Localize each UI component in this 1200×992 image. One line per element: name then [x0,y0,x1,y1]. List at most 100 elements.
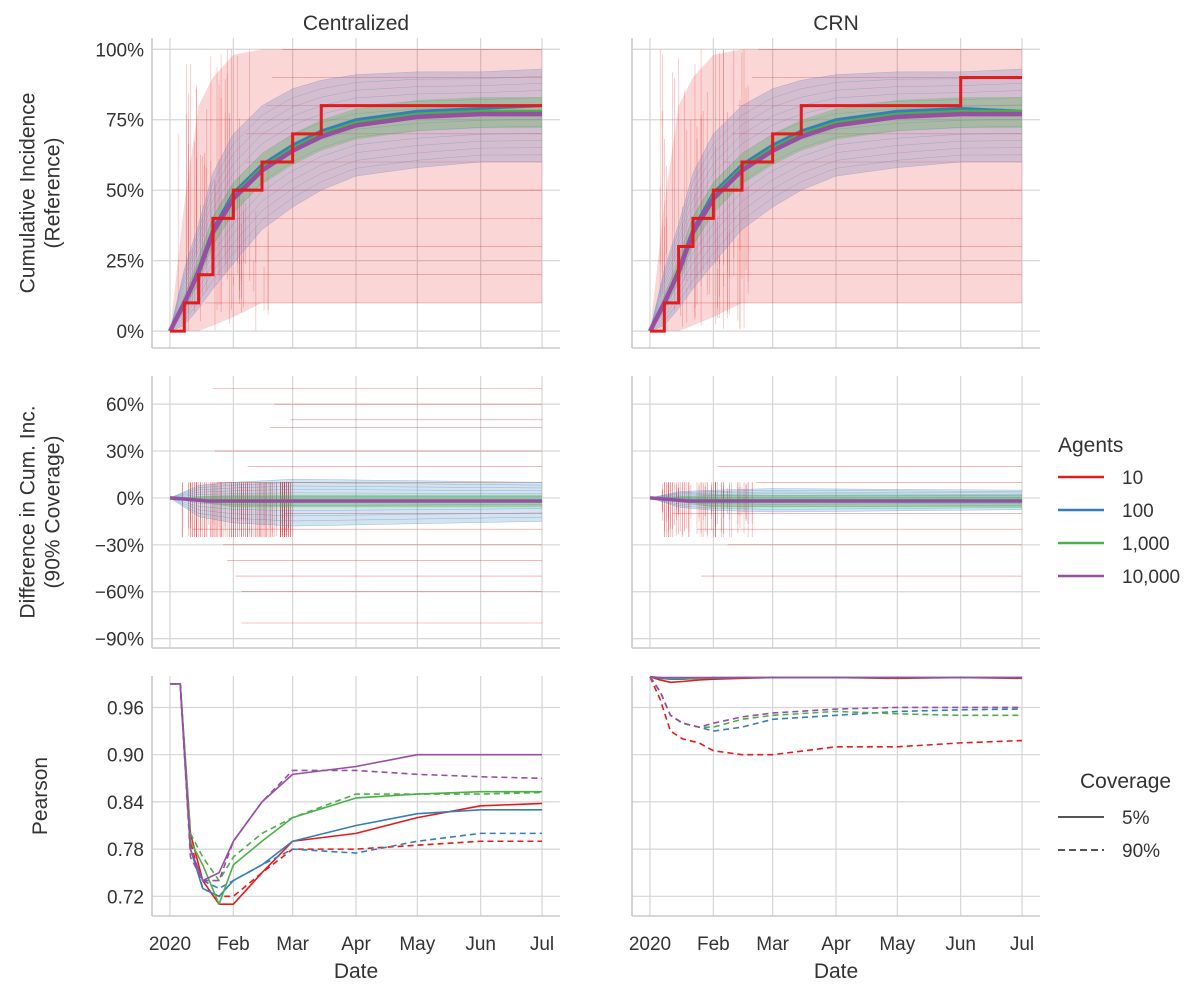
x-tick-label: Jul [530,934,554,955]
diff-mean-10000 [649,496,1022,503]
x-tick-label: Jun [465,934,496,955]
legend-agents-label: 100 [1122,501,1154,522]
legend-agents-label: 10 [1122,468,1143,489]
y-tick-label: 75% [106,111,144,132]
x-axis-label: Date [814,960,858,983]
legend-agents-title: Agents [1058,434,1123,457]
sim-trajectory-100 [649,133,1023,332]
legend-coverage-title: Coverage [1080,770,1171,793]
sim-trajectory-100 [649,90,1023,332]
diff-trajectory-100 [169,497,543,522]
x-tick-label: Jun [945,934,976,955]
y-tick-label: −90% [95,630,144,651]
diff-trajectory-100 [169,478,543,499]
sim-trajectory-100 [169,147,543,332]
sim-trajectory-100 [649,154,1023,332]
sim-trajectory-100 [169,75,543,332]
x-tick-label: Mar [756,934,789,955]
y-tick-label: 0.78 [107,840,144,861]
legend-agents-label: 1,000 [1122,534,1170,555]
pearson-line-1000-90pct [649,676,1022,728]
sim-trajectory-100 [649,104,1023,332]
y-tick-label: 0.96 [107,698,144,719]
pearson-line-100-90pct [649,676,1023,732]
diff-trajectory-100 [649,493,1023,499]
band-100-agents [650,69,1022,332]
y-tick-label: 100% [95,40,144,61]
x-tick-label: Feb [697,934,730,955]
y-tick-label: 0% [117,489,145,510]
pearson-line-10000-5pct [649,675,1022,679]
pearson-line-1000-90pct [170,683,543,882]
band-10-agents [170,49,542,332]
y-axis-label-2: Pearson [29,757,52,835]
y-tick-label: −60% [95,583,144,604]
diff-trajectory-100 [169,485,543,499]
y-tick-label: 50% [106,181,144,202]
pearson-line-10000-90pct [170,683,543,882]
diff-trajectory-100 [169,497,543,511]
sim-trajectory-100 [649,75,1023,332]
y-axis-label-0: (Reference) [42,138,65,249]
diff-trajectory-100 [649,497,1023,510]
sim-trajectory-100 [169,68,543,332]
diff-trajectory-100 [649,497,1023,508]
sim-trajectory-100 [169,97,543,332]
y-tick-label: 25% [106,252,144,273]
band-1000-agents [650,97,1022,332]
diff-trajectory-100 [649,496,1023,499]
sim-trajectory-100 [169,104,543,332]
sim-trajectory-100 [169,90,543,332]
diff-trajectory-100 [169,482,543,499]
x-tick-label: Feb [217,934,250,955]
diff-trajectory-100 [169,497,543,517]
y-tick-label: 60% [106,395,144,416]
legend-coverage-label: 90% [1122,841,1160,862]
band-100-agents [170,69,542,332]
x-axis-label: Date [334,960,378,983]
sim-trajectory-100 [169,140,543,332]
diff-trajectory-100 [169,495,543,499]
x-tick-label: May [879,934,915,955]
y-tick-label: 0% [117,322,145,343]
band-10-agents [650,49,1022,332]
y-axis-label-0: Cumulative Incidence [17,93,40,294]
sim-trajectory-100 [169,133,543,332]
y-tick-label: −30% [95,536,144,557]
pearson-line-10000-90pct [649,676,1022,728]
column-title-0: Centralized [303,12,409,35]
y-tick-label: 0.72 [107,887,144,908]
sim-trajectory-100 [169,154,543,332]
x-tick-label: Apr [341,934,371,955]
diff-trajectory-100 [649,497,1023,513]
diff-trajectory-100 [169,497,543,506]
diff-trajectory-100 [649,490,1023,499]
y-tick-label: 30% [106,442,144,463]
x-tick-label: Jul [1010,934,1034,955]
diff-trajectory-100 [169,492,543,499]
x-tick-label: Mar [276,934,309,955]
y-axis-label-1: Difference in Cum. Inc. [17,405,40,618]
y-axis-label-1: (90% Coverage) [42,436,65,589]
mean-line-10 [170,104,542,333]
sim-trajectory-100 [649,97,1023,332]
sim-trajectory-100 [649,68,1023,332]
sim-trajectory-100 [169,161,542,332]
diff-trajectory-100 [169,489,543,499]
sim-trajectory-100 [649,161,1022,332]
legend-agents-label: 10,000 [1122,567,1180,588]
diff-mean-10000 [169,496,542,503]
sim-trajectory-100 [649,147,1023,332]
mean-line-10 [650,75,1022,333]
column-title-1: CRN [813,12,859,35]
y-tick-label: 0.90 [107,746,144,767]
x-tick-label: Apr [821,934,851,955]
pearson-line-100-90pct [170,683,542,890]
diff-trajectory-100 [649,495,1023,499]
sim-trajectory-100 [649,83,1023,332]
diff-trajectory-100 [649,488,1023,499]
legend-coverage-label: 5% [1122,808,1150,829]
diff-trajectory-100 [169,497,543,527]
